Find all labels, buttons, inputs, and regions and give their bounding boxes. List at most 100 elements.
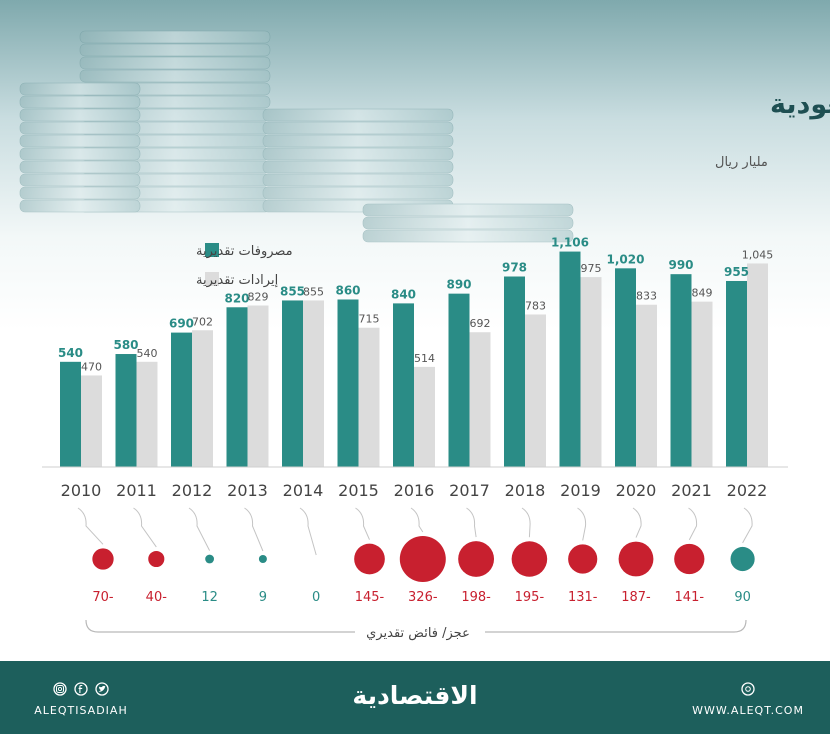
year-label-2021: 2021: [671, 481, 712, 500]
bar-spending-2013: [226, 307, 248, 467]
bar-spending-2021: [670, 274, 692, 467]
balance-labels: 70- 40- 12 9 0 145- 326- 198- 195- 131- 187- 141- 90: [92, 590, 750, 605]
connector-2010: [77, 507, 104, 545]
brand-logo: الاقتصادية: [352, 681, 477, 710]
connector-2020: [632, 507, 642, 538]
year-label-2011: 2011: [116, 481, 157, 500]
bar-spending-2015: [337, 299, 359, 467]
chart-title: تطور ميزانية السعودية: [770, 89, 830, 120]
balance-bubble-2015: [354, 543, 385, 575]
data-label-spending-2013: 820: [224, 291, 249, 305]
unit-label: مليار ريال: [715, 155, 768, 170]
bar-revenue-2010: [81, 375, 102, 467]
bar-revenue-2020: [636, 304, 657, 467]
coin: [19, 134, 141, 148]
balance-label-2019: 131-: [568, 590, 598, 605]
year-label-2016: 2016: [394, 481, 435, 500]
bar-spending-2017: [448, 293, 470, 467]
data-label-spending-2017: 890: [446, 278, 471, 292]
data-label-revenue-2020: 833: [636, 290, 657, 303]
balance-bubble-2013: [258, 555, 267, 563]
coin: [262, 173, 454, 187]
budget-chart: تطور ميزانية السعودية مليار ريال مصروفات…: [0, 0, 830, 661]
data-label-spending-2016: 840: [391, 287, 416, 301]
connector-2012: [188, 507, 211, 551]
website-icon[interactable]: [741, 682, 755, 696]
balance-bubble-2018: [511, 541, 548, 577]
balance-bubble-2020: [618, 541, 654, 577]
year-label-2010: 2010: [61, 481, 102, 500]
data-label-spending-2022: 955: [724, 265, 749, 279]
data-label-revenue-2018: 783: [525, 299, 546, 312]
footer-bar: ALEQTISADIAH الاقتصادية WWW.ALEQT.COM: [0, 661, 830, 734]
balance-bubble-2022: [730, 546, 755, 572]
connector-2016: [410, 507, 424, 533]
bar-revenue-2012: [192, 330, 213, 467]
legend-spending-swatch: [205, 243, 219, 257]
bar-spending-2020: [615, 268, 636, 467]
coin: [262, 134, 454, 148]
bar-revenue-2017: [469, 332, 491, 467]
data-label-revenue-2016: 514: [414, 352, 435, 365]
coin: [19, 199, 141, 213]
bar-spending-2014: [282, 300, 303, 467]
twitter-icon[interactable]: [95, 682, 109, 696]
connector-2022: [742, 507, 753, 544]
connector-2011: [133, 507, 157, 548]
bar-spending-2016: [393, 303, 414, 467]
balance-label-2010: 70-: [92, 590, 114, 605]
data-label-revenue-2013: 829: [248, 291, 269, 304]
balance-bubble-2012: [205, 554, 215, 564]
balance-bubble-2021: [674, 543, 705, 575]
coin: [362, 216, 574, 230]
coin: [19, 173, 141, 187]
bar-revenue-2011: [136, 361, 158, 467]
connector-2021: [688, 507, 698, 541]
year-labels: 2010 2011 2012 2013 2014 2015 2016 2017 2018 2019…: [61, 481, 768, 500]
balance-bubble-2019: [568, 544, 598, 574]
instagram-icon[interactable]: [53, 682, 67, 696]
balance-bubble-2017: [458, 541, 495, 577]
bar-spending-2018: [504, 276, 525, 467]
social-handle[interactable]: ALEQTISADIAH: [34, 704, 127, 717]
balance-bubble-2011: [148, 550, 165, 568]
legend-revenue-swatch: [205, 272, 219, 286]
bar-spending-2011: [115, 354, 137, 467]
coin: [362, 203, 574, 217]
year-label-2019: 2019: [560, 481, 601, 500]
balance-label-2020: 187-: [621, 590, 651, 605]
year-label-2020: 2020: [616, 481, 657, 500]
balance-connectors: [77, 507, 753, 556]
bar-revenue-2016: [414, 366, 435, 467]
bar-revenue-2019: [580, 277, 602, 467]
website-url[interactable]: WWW.ALEQT.COM: [692, 704, 804, 717]
coin: [79, 69, 271, 83]
data-label-revenue-2012: 702: [192, 315, 213, 328]
coin: [19, 82, 141, 96]
coin: [262, 147, 454, 161]
coin: [262, 108, 454, 122]
data-label-revenue-2019: 975: [581, 262, 602, 275]
facebook-icon[interactable]: [74, 682, 88, 696]
year-label-2014: 2014: [283, 481, 324, 500]
connector-2015: [355, 507, 370, 540]
legend-spending-label: مصروفات تقديرية: [196, 244, 293, 259]
bar-spending-2019: [559, 251, 581, 467]
balance-bubbles: [92, 536, 755, 582]
balance-label-2021: 141-: [675, 590, 705, 605]
bar-revenue-2015: [358, 327, 380, 467]
balance-label-2012: 12: [201, 590, 218, 605]
coin: [19, 121, 141, 135]
legend: مصروفات تقديرية إيرادات تقديرية: [196, 243, 293, 288]
year-label-2018: 2018: [505, 481, 546, 500]
data-label-spending-2010: 540: [58, 346, 83, 360]
coin: [262, 121, 454, 135]
connector-2018: [521, 507, 531, 538]
data-label-spending-2012: 690: [169, 317, 194, 331]
balance-caption: عجز/ فائض تقديري: [366, 626, 470, 641]
data-label-revenue-2011: 540: [137, 347, 158, 360]
balance-bracket: [85, 619, 747, 633]
coin: [19, 147, 141, 161]
bar-spending-2022: [726, 280, 747, 467]
coin: [79, 56, 271, 70]
